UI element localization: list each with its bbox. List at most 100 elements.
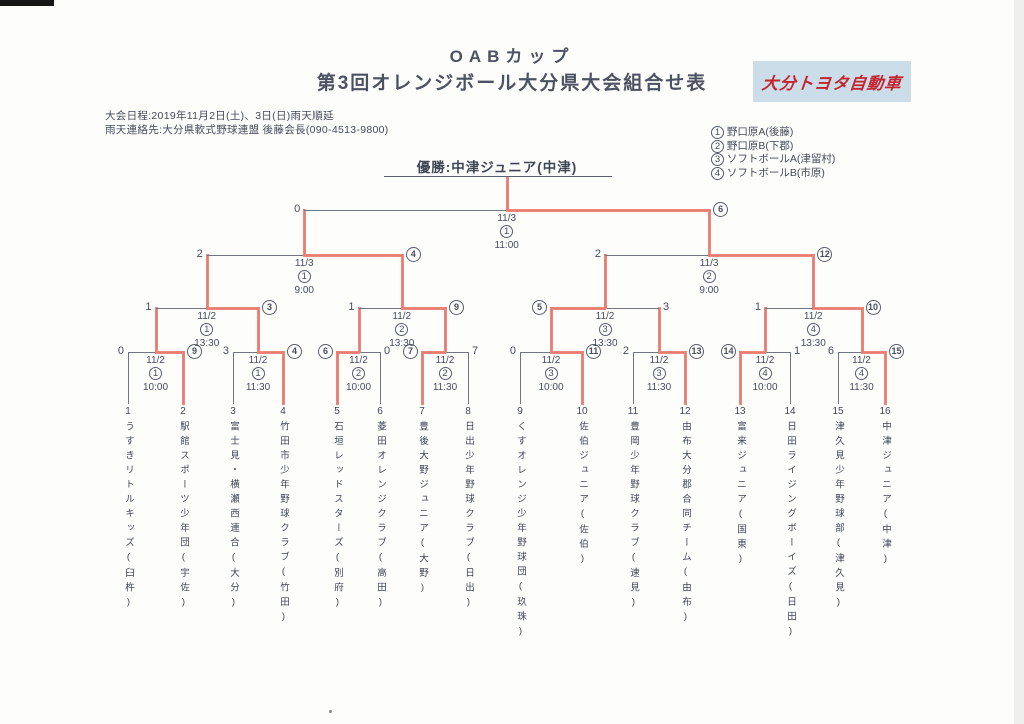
score: 0 (384, 345, 391, 357)
match-time: 10:00 (752, 382, 778, 393)
match-date: 11/2 (146, 355, 165, 366)
match-venue: 4 (840, 367, 884, 380)
venue-number-icon: 3 (711, 153, 724, 166)
winner-trace (505, 177, 509, 211)
match-score-left: 0 (280, 202, 300, 218)
team-number: 6 (377, 406, 383, 417)
score: 3 (663, 301, 670, 313)
team-line (128, 352, 129, 404)
team-name: うすきリトルキッズ(臼杵) (123, 421, 134, 613)
match-venue: 2 (380, 323, 424, 336)
winning-score-circled: 5 (532, 300, 547, 315)
winning-score-circled: 6 (318, 344, 333, 359)
team-line (633, 352, 634, 404)
team-line (520, 352, 521, 404)
match-date: 11/2 (852, 355, 871, 366)
winner-trace (658, 307, 661, 353)
winner-trace (550, 351, 583, 354)
score: 3 (222, 345, 229, 357)
venue-number-icon: 4 (711, 166, 724, 180)
score: 1 (754, 301, 761, 313)
venue-number-icon: 1 (297, 270, 311, 283)
team-number: 9 (517, 406, 523, 417)
team-column-1: 1 うすきリトルキッズ(臼杵) (119, 405, 137, 613)
match-venue: 3 (583, 323, 627, 336)
winner-trace (303, 209, 307, 256)
team-number: 4 (280, 406, 286, 417)
match-score-left: 1 (132, 300, 152, 316)
team-number: 11 (627, 406, 639, 417)
match-venue: 2 (423, 367, 467, 380)
match-score-left: 3 (209, 344, 229, 360)
team-column-5: 5 石垣レッドスターズ(別府) (328, 405, 346, 613)
match-score-left: 6 (313, 344, 333, 360)
scan-artifact-dot (329, 710, 332, 713)
score: 6 (827, 345, 834, 357)
team-column-15: 15 津久見少年野球部(津久見) (829, 405, 847, 613)
score: 2 (622, 345, 629, 357)
match-score-right: 13 (689, 344, 711, 360)
team-name: 日出少年野球クラブ(日出) (463, 421, 474, 613)
winning-score-circled: 6 (713, 202, 729, 217)
winner-trace (860, 351, 886, 354)
match-score-right: 3 (663, 300, 685, 316)
page-title: OABカップ (449, 47, 575, 66)
winner-trace (303, 254, 403, 257)
champion-line: 優勝:中津ジュニア(中津) (416, 160, 578, 175)
score: 2 (594, 248, 601, 260)
team-column-2: 2 駅館スポーツ少年団(宇佐) (174, 405, 192, 613)
winner-trace (421, 351, 424, 405)
score: 1 (794, 345, 801, 357)
venue-number-icon: 2 (395, 323, 409, 336)
winner-trace (884, 351, 887, 405)
winner-trace (739, 351, 742, 405)
team-number: 1 (125, 406, 131, 417)
team-name: 豊後大野ジュニア(大野) (417, 421, 428, 598)
match-venue: 1 (185, 323, 229, 336)
venue-number-icon: 2 (352, 367, 365, 380)
score: 1 (348, 301, 355, 313)
venue-number-icon: 3 (652, 367, 666, 380)
match-date: 11/2 (197, 311, 217, 322)
winner-trace (205, 307, 259, 310)
venue-number-icon: 4 (806, 323, 820, 336)
winner-trace (257, 351, 284, 354)
team-name: 駅館スポーツ少年団(宇佐) (178, 421, 189, 613)
match-date: 11/2 (349, 355, 368, 366)
score: 1 (145, 301, 152, 313)
match-date: 11/2 (803, 311, 823, 322)
match-score-left: 2 (609, 344, 629, 360)
winning-score-circled: 9 (187, 344, 202, 359)
winner-trace (154, 351, 184, 354)
team-line (233, 352, 234, 404)
match-score-right: 0 (384, 344, 406, 360)
team-column-6: 6 菱田オレンジクラブ(高田) (371, 405, 389, 613)
venue-number-icon: 3 (598, 323, 612, 336)
winner-trace (505, 209, 711, 212)
winning-score-circled: 4 (287, 344, 302, 359)
winner-trace (860, 307, 864, 353)
match-score-right: 10 (865, 300, 888, 316)
score: 2 (196, 248, 203, 260)
schedule-line: 大会日程:2019年11月2日(土)、3日(日)雨天順延 (105, 110, 334, 122)
winner-trace (764, 307, 767, 353)
winner-trace (421, 351, 446, 354)
venue-number-icon: 1 (711, 126, 724, 139)
winner-trace (282, 351, 285, 405)
team-number: 7 (419, 406, 425, 417)
winner-trace (684, 351, 687, 405)
match-score-left: 2 (581, 247, 601, 263)
match-time: 9:00 (699, 285, 719, 296)
match-score-left: 0 (104, 344, 124, 360)
match-score-right: 1 (794, 344, 816, 360)
match-date: 11/2 (649, 355, 669, 366)
winning-score-circled: 14 (721, 344, 736, 359)
venue-number-icon: 1 (251, 367, 265, 380)
winning-score-circled: 9 (449, 300, 464, 315)
venue-legend-item-3: 3 ソフトボールA(津留村) (711, 153, 835, 167)
winning-score-circled: 13 (689, 344, 704, 359)
venue-number-icon: 4 (758, 367, 772, 380)
team-column-7: 7 豊後大野ジュニア(大野) (413, 405, 431, 598)
match-score-right: 9 (187, 344, 209, 360)
match-venue: 1 (282, 270, 326, 283)
